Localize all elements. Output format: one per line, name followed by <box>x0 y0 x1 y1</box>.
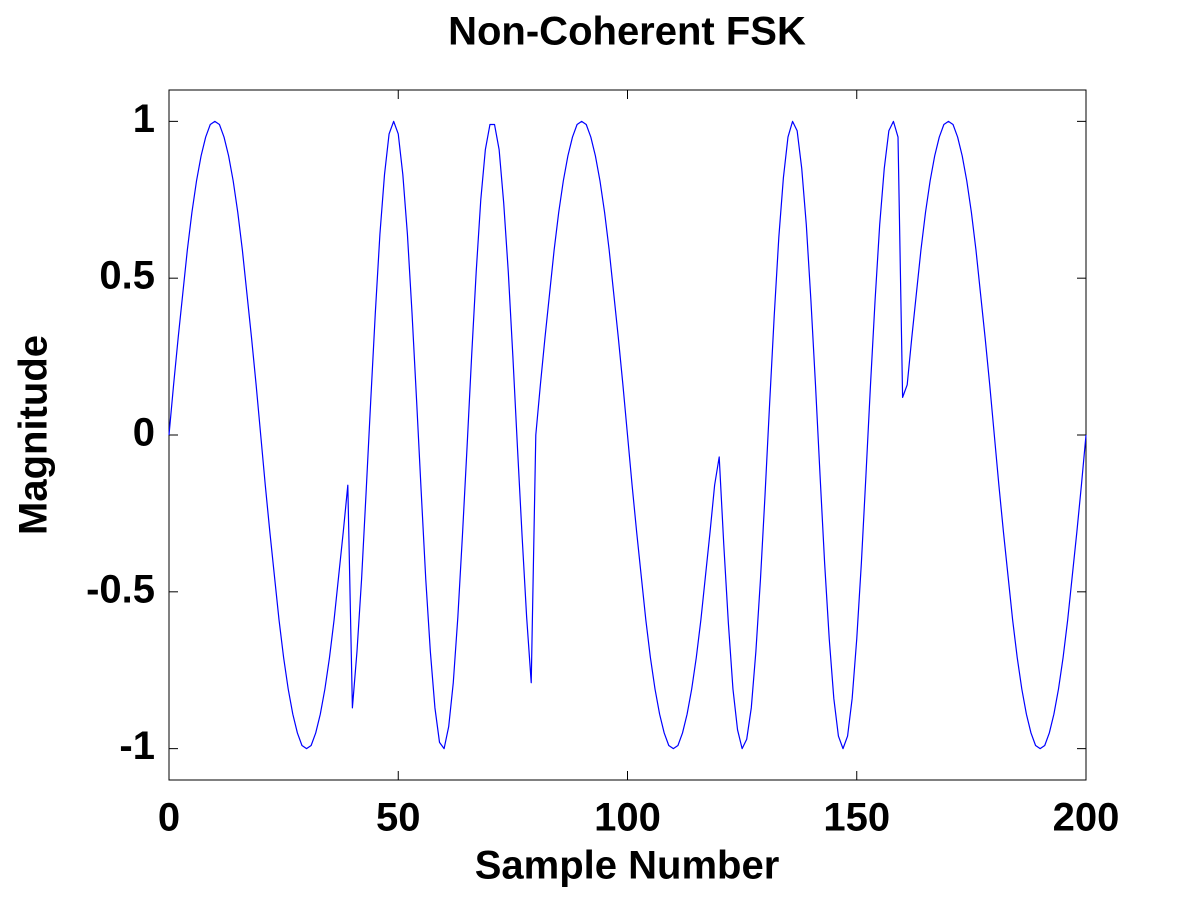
y-tick-label: 1 <box>133 97 155 141</box>
y-tick-label: -1 <box>119 724 155 768</box>
y-tick-label: 0.5 <box>99 254 155 298</box>
y-tick-label: -0.5 <box>86 567 155 611</box>
x-tick-label: 0 <box>158 796 180 840</box>
chart-title: Non-Coherent FSK <box>448 10 806 54</box>
x-tick-label: 150 <box>823 796 890 840</box>
y-tick-label: 0 <box>133 411 155 455</box>
x-tick-label: 200 <box>1053 796 1120 840</box>
x-axis-label: Sample Number <box>475 844 780 888</box>
x-tick-label: 50 <box>376 796 421 840</box>
signal-line <box>168 120 1087 750</box>
x-tick-label: 100 <box>594 796 661 840</box>
y-axis-label: Magnitude <box>12 335 56 535</box>
